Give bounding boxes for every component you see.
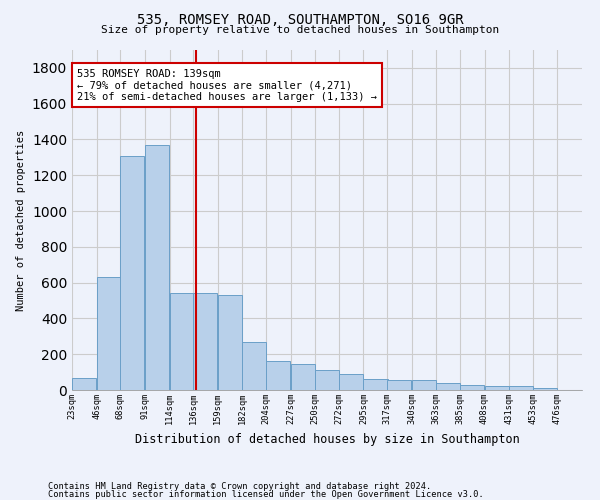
Bar bbox=[364, 380, 388, 390]
Y-axis label: Number of detached properties: Number of detached properties bbox=[16, 130, 26, 310]
Bar bbox=[436, 383, 460, 390]
Bar bbox=[72, 378, 96, 390]
Bar bbox=[242, 342, 266, 390]
Bar bbox=[509, 386, 533, 390]
Bar bbox=[120, 156, 145, 390]
Text: 535 ROMSEY ROAD: 139sqm
← 79% of detached houses are smaller (4,271)
21% of semi: 535 ROMSEY ROAD: 139sqm ← 79% of detache… bbox=[77, 68, 377, 102]
Text: Size of property relative to detached houses in Southampton: Size of property relative to detached ho… bbox=[101, 25, 499, 35]
Bar bbox=[533, 388, 557, 390]
Bar bbox=[290, 364, 314, 390]
Bar bbox=[460, 384, 484, 390]
Text: Contains public sector information licensed under the Open Government Licence v3: Contains public sector information licen… bbox=[48, 490, 484, 499]
Bar bbox=[170, 294, 194, 390]
Text: Contains HM Land Registry data © Crown copyright and database right 2024.: Contains HM Land Registry data © Crown c… bbox=[48, 482, 431, 491]
Bar bbox=[315, 370, 340, 390]
Bar bbox=[97, 278, 121, 390]
Bar bbox=[145, 145, 169, 390]
Bar bbox=[485, 386, 509, 390]
Bar bbox=[412, 380, 436, 390]
Bar bbox=[193, 294, 217, 390]
Text: 535, ROMSEY ROAD, SOUTHAMPTON, SO16 9GR: 535, ROMSEY ROAD, SOUTHAMPTON, SO16 9GR bbox=[137, 12, 463, 26]
Bar bbox=[218, 295, 242, 390]
Bar bbox=[387, 380, 411, 390]
Bar bbox=[339, 374, 363, 390]
X-axis label: Distribution of detached houses by size in Southampton: Distribution of detached houses by size … bbox=[134, 432, 520, 446]
Bar bbox=[266, 362, 290, 390]
